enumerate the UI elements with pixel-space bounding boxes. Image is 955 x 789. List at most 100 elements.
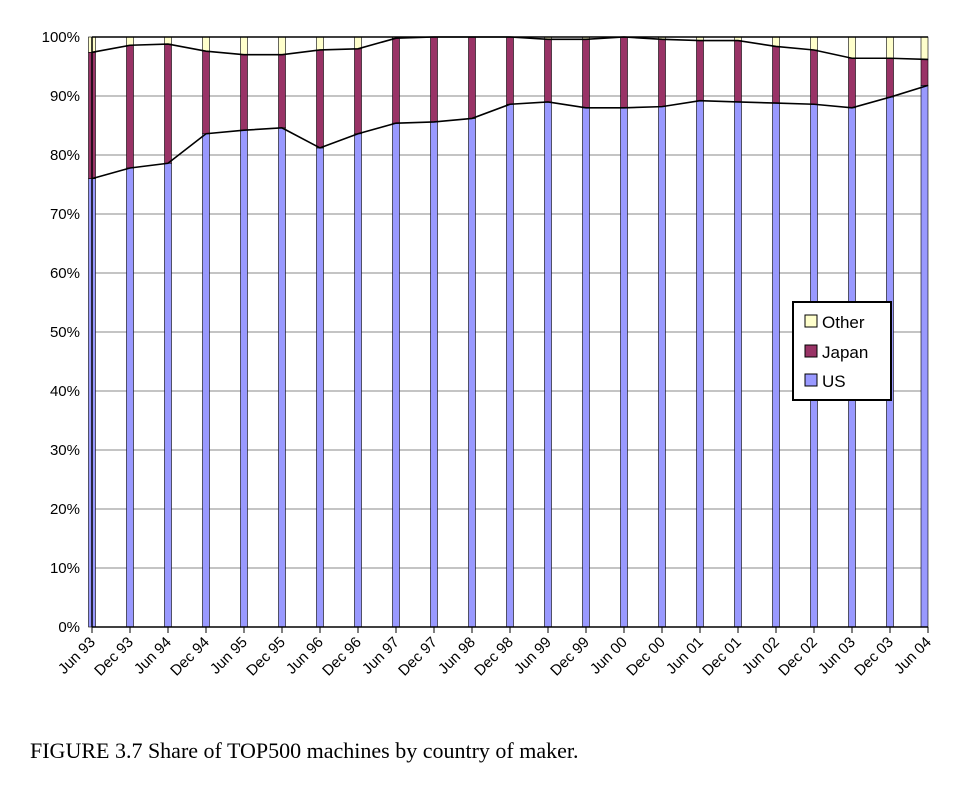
x-tick-label: Jun 93 [55, 634, 99, 678]
line-us-top [91, 84, 929, 180]
bar-us [392, 122, 400, 628]
bar-japan [848, 57, 856, 109]
y-tick-label: 30% [50, 442, 80, 459]
x-tick-label: Dec 01 [699, 634, 745, 680]
bar-us [772, 102, 780, 628]
y-tick-label: 100% [42, 29, 80, 46]
bar-japan [240, 54, 248, 131]
y-tick-label: 60% [50, 265, 80, 282]
x-tick-label: Dec 00 [623, 634, 669, 680]
bar-japan [734, 40, 742, 103]
x-tick-label: Dec 99 [547, 634, 593, 680]
x-tick-label: Dec 97 [395, 634, 441, 680]
bar-other [354, 36, 362, 50]
bar-japan [202, 50, 210, 135]
bar-us [658, 106, 666, 628]
bar-japan [468, 36, 476, 119]
bar-us [506, 103, 514, 628]
bar-us [582, 107, 590, 628]
x-tick-label: Jun 04 [891, 634, 935, 678]
x-tick-label: Dec 98 [471, 634, 517, 680]
y-tick-label: 20% [50, 501, 80, 518]
bar-japan [544, 39, 552, 103]
bar-japan [278, 54, 286, 129]
y-tick-label: 90% [50, 88, 80, 105]
bar-japan [316, 49, 324, 149]
bar-japan [126, 44, 134, 169]
legend-label-us: US [822, 372, 846, 391]
y-tick-label: 0% [58, 619, 80, 636]
x-tick-label: Jun 03 [815, 634, 859, 678]
bar-us [430, 121, 438, 628]
bar-japan [696, 40, 704, 102]
bar-japan [354, 48, 362, 135]
bar-other [240, 36, 248, 56]
y-tick-label: 40% [50, 383, 80, 400]
figure-caption: FIGURE 3.7 Share of TOP500 machines by c… [30, 738, 579, 763]
stacked-bar-chart: 0% 10% 20% 30% 40% 50% 60% 70% 80% 90% 100% Jun 93… [42, 29, 935, 679]
bar-japan [164, 43, 172, 164]
bar-us [468, 118, 476, 628]
y-tick-label: 10% [50, 560, 80, 577]
bar-us [240, 129, 248, 628]
y-tick-label: 80% [50, 147, 80, 164]
bar-japan [620, 36, 628, 109]
y-tick-label: 70% [50, 206, 80, 223]
x-tick-label: Jun 96 [283, 634, 327, 678]
legend-swatch-japan [804, 344, 818, 358]
x-tick-label: Dec 96 [319, 634, 365, 680]
x-tick-label: Jun 98 [435, 634, 479, 678]
bar-us [278, 127, 286, 628]
bar-japan [392, 37, 400, 124]
bar-other [164, 36, 172, 45]
bar-us [734, 101, 742, 628]
bar-us [202, 133, 210, 628]
y-tick-label: 50% [50, 324, 80, 341]
series-lines [91, 36, 929, 180]
x-tick-label: Dec 95 [243, 634, 289, 680]
legend-label-japan: Japan [822, 343, 868, 362]
bar-other [886, 36, 894, 59]
x-tick-label: Jun 00 [587, 634, 631, 678]
bar-other [810, 36, 818, 51]
bar-other [202, 36, 210, 52]
bar-other [848, 36, 856, 59]
bar-us [354, 133, 362, 628]
bar-other [920, 36, 929, 60]
bar-us [544, 101, 552, 628]
bar-other [316, 36, 324, 51]
x-tick-label: Dec 94 [167, 634, 213, 680]
bar-japan [810, 49, 818, 105]
x-tick-label: Jun 97 [359, 634, 403, 678]
legend-swatch-other [804, 314, 818, 328]
bar-japan [772, 46, 780, 104]
bar-us [696, 100, 704, 628]
x-tick-label: Jun 01 [663, 634, 707, 678]
bar-japan [886, 57, 894, 98]
bar-japan [430, 36, 438, 123]
y-axis-ticks: 0% 10% 20% 30% 40% 50% 60% 70% 80% 90% 100% [42, 29, 80, 636]
bar-japan [506, 36, 514, 105]
bar-japan [920, 59, 929, 86]
bar-other [772, 36, 780, 47]
bar-us [920, 85, 929, 628]
legend-label-other: Other [822, 313, 865, 332]
bar-us [164, 162, 172, 628]
x-tick-label: Dec 03 [851, 634, 897, 680]
bar-other [126, 36, 134, 46]
bar-us [316, 147, 324, 628]
bar-us [620, 107, 628, 628]
x-tick-label: Jun 99 [511, 634, 555, 678]
bar-japan [658, 39, 666, 107]
x-tick-label: Dec 93 [91, 634, 137, 680]
bar-other [278, 36, 286, 56]
x-tick-label: Jun 95 [207, 634, 251, 678]
bar-us [126, 167, 134, 628]
x-tick-label: Dec 02 [775, 634, 821, 680]
bar-japan [582, 39, 590, 109]
legend: Other Japan US [792, 301, 892, 401]
x-tick-label: Jun 94 [131, 634, 175, 678]
legend-swatch-us [804, 373, 818, 387]
x-tick-label: Jun 02 [739, 634, 783, 678]
